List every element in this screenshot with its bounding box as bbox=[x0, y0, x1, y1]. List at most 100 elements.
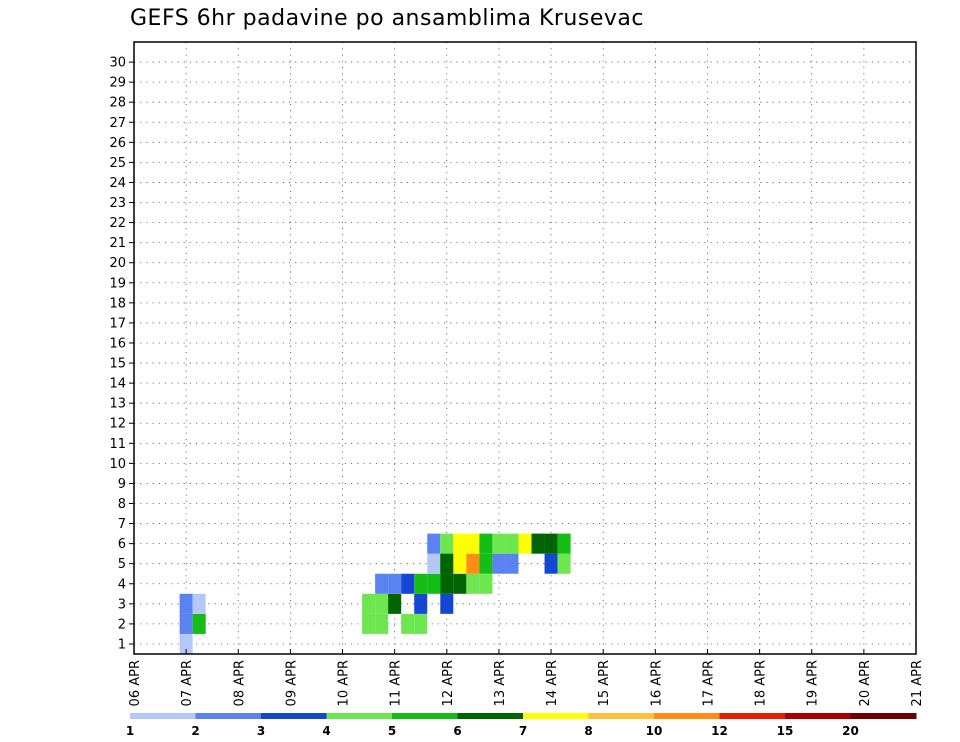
legend-label: 2 bbox=[191, 724, 199, 738]
heatmap-cell bbox=[440, 593, 454, 614]
x-tick-label: 07 APR bbox=[180, 660, 195, 706]
y-tick-label: 17 bbox=[109, 316, 126, 331]
heatmap-cell bbox=[492, 533, 506, 554]
heatmap-cell bbox=[375, 573, 389, 594]
x-tick-label: 08 APR bbox=[232, 660, 247, 706]
heatmap-cell bbox=[179, 613, 193, 634]
x-tick-label: 12 APR bbox=[441, 660, 456, 706]
color-legend: 1 2 3 4 5 6 7 8 10 12 15 20 bbox=[126, 713, 917, 738]
y-tick-label: 10 bbox=[109, 457, 126, 472]
heatmap-cell bbox=[440, 553, 454, 574]
plot-frame bbox=[133, 41, 917, 655]
heatmap-cell bbox=[427, 533, 441, 554]
heatmap-cell bbox=[479, 533, 493, 554]
legend-swatch bbox=[392, 713, 458, 719]
y-tick-label: 11 bbox=[109, 437, 126, 452]
heatmap-cell bbox=[518, 533, 532, 554]
heatmap-cell bbox=[388, 573, 402, 594]
y-tick-label: 1 bbox=[118, 637, 126, 652]
heatmap-cell bbox=[427, 573, 441, 594]
heatmap-cell bbox=[362, 613, 376, 634]
y-tick-label: 7 bbox=[118, 517, 126, 532]
heatmap-cell bbox=[388, 593, 402, 614]
y-tick-label: 28 bbox=[109, 96, 126, 111]
legend-swatch bbox=[588, 713, 655, 719]
y-tick-label: 24 bbox=[109, 176, 126, 191]
heatmap-cell bbox=[401, 613, 415, 634]
heatmap-cell bbox=[427, 553, 441, 574]
legend-swatch bbox=[261, 713, 327, 719]
y-tick-label: 20 bbox=[109, 256, 126, 271]
y-tick-label: 4 bbox=[118, 577, 126, 592]
legend-label: 15 bbox=[777, 724, 794, 738]
legend-label: 1 bbox=[126, 724, 134, 738]
legend-swatch bbox=[326, 713, 393, 719]
axes: 1234567891011121314151617181920212223242… bbox=[109, 56, 925, 707]
heatmap-cell bbox=[544, 533, 558, 554]
legend-swatch bbox=[457, 713, 524, 719]
heatmap-cell bbox=[479, 553, 493, 574]
legend-label: 5 bbox=[388, 724, 396, 738]
heatmap-cell bbox=[414, 593, 428, 614]
y-tick-label: 2 bbox=[118, 617, 126, 632]
legend-swatch bbox=[195, 713, 262, 719]
legend-swatch bbox=[130, 713, 196, 719]
legend-label: 6 bbox=[453, 724, 461, 738]
y-tick-label: 23 bbox=[109, 196, 126, 211]
x-tick-label: 11 APR bbox=[389, 660, 404, 706]
x-tick-label: 18 APR bbox=[754, 660, 769, 706]
heatmap-cell bbox=[401, 573, 415, 594]
y-tick-label: 3 bbox=[118, 597, 126, 612]
y-tick-label: 8 bbox=[118, 497, 126, 512]
y-tick-label: 26 bbox=[109, 136, 126, 151]
legend-swatch bbox=[719, 713, 786, 719]
heatmap-cell bbox=[362, 593, 376, 614]
heatmap-cell bbox=[179, 633, 193, 654]
y-tick-label: 22 bbox=[109, 216, 126, 231]
legend-label: 4 bbox=[322, 724, 330, 738]
y-tick-label: 21 bbox=[109, 236, 126, 251]
x-tick-label: 16 APR bbox=[649, 660, 664, 706]
legend-label: 12 bbox=[711, 724, 728, 738]
heatmap-cell bbox=[375, 593, 389, 614]
y-tick-label: 14 bbox=[109, 377, 126, 392]
y-tick-label: 16 bbox=[109, 336, 126, 351]
heatmap-cell bbox=[479, 573, 493, 594]
heatmap-cell bbox=[544, 553, 558, 574]
heatmap-cell bbox=[492, 553, 506, 574]
y-tick-label: 15 bbox=[109, 357, 126, 372]
x-tick-label: 21 APR bbox=[910, 660, 925, 706]
heatmap-cell bbox=[557, 553, 571, 574]
x-tick-label: 14 APR bbox=[545, 660, 560, 706]
heatmap-cell bbox=[466, 553, 480, 574]
x-tick-label: 06 APR bbox=[128, 660, 143, 706]
legend-label: 3 bbox=[257, 724, 265, 738]
x-tick-label: 20 APR bbox=[858, 660, 873, 706]
y-tick-label: 6 bbox=[118, 537, 126, 552]
heatmap-cell bbox=[440, 533, 454, 554]
x-tick-label: 17 APR bbox=[701, 660, 716, 706]
heatmap-cell bbox=[375, 613, 389, 634]
y-tick-label: 18 bbox=[109, 296, 126, 311]
heatmap-cell bbox=[453, 553, 467, 574]
heatmap-cell bbox=[531, 533, 545, 554]
legend-label: 20 bbox=[842, 724, 859, 738]
y-tick-label: 25 bbox=[109, 156, 126, 171]
heatmap-cells bbox=[179, 533, 571, 654]
y-tick-label: 5 bbox=[118, 557, 126, 572]
heatmap-cell bbox=[440, 573, 454, 594]
y-tick-label: 19 bbox=[109, 276, 126, 291]
x-tick-label: 09 APR bbox=[284, 660, 299, 706]
legend-label: 10 bbox=[646, 724, 663, 738]
heatmap-cell bbox=[453, 573, 467, 594]
legend-swatch bbox=[654, 713, 720, 719]
legend-label: 8 bbox=[584, 724, 592, 738]
chart-title: GEFS 6hr padavine po ansamblima Krusevac bbox=[130, 6, 644, 31]
heatmap-cell bbox=[192, 593, 206, 614]
y-tick-label: 30 bbox=[109, 56, 126, 71]
x-tick-label: 13 APR bbox=[493, 660, 508, 706]
y-tick-label: 29 bbox=[109, 76, 126, 91]
y-tick-label: 12 bbox=[109, 417, 126, 432]
heatmap-cell bbox=[453, 533, 467, 554]
